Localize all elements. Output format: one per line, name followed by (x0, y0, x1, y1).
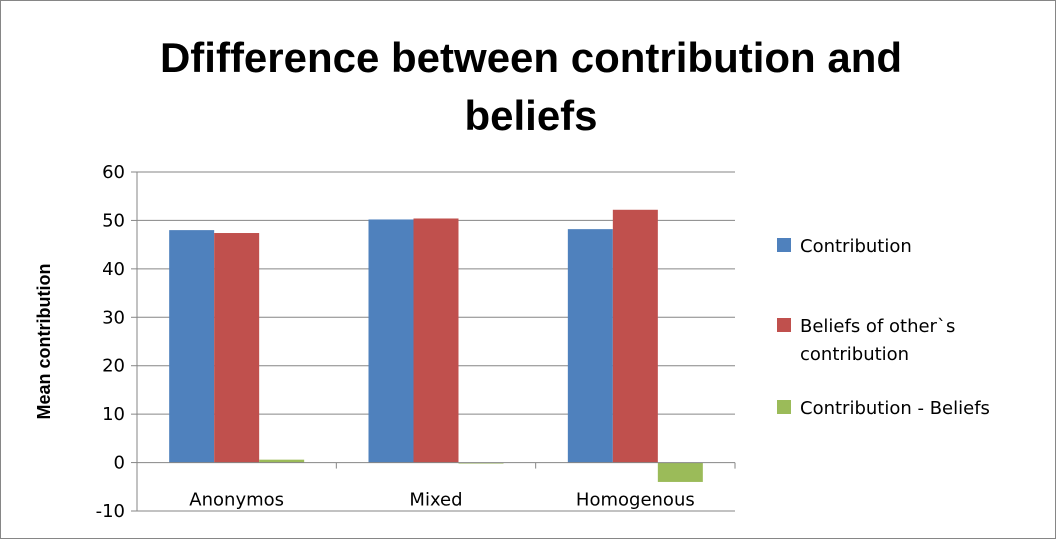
bar-mixed-series-1 (414, 218, 459, 462)
bar-homogenous-series-0 (568, 229, 613, 462)
bar-homogenous-series-1 (613, 210, 658, 463)
bar-homogenous-series-2 (658, 463, 703, 482)
y-tick-label-7: 60 (102, 162, 125, 183)
legend-label-1-line-0: Beliefs of other`s (800, 316, 955, 337)
bar-anonymos-series-0 (169, 230, 214, 462)
legend-label-0-line-0: Contribution (800, 236, 912, 257)
legend-swatch-1 (777, 318, 791, 332)
y-tick-label-4: 30 (102, 307, 125, 328)
y-tick-label-2: 10 (102, 404, 125, 425)
x-tick-label-0: Anonymos (189, 490, 284, 511)
legend-swatch-2 (777, 400, 791, 414)
x-tick-label-2: Homogenous (576, 490, 695, 511)
legend-swatch-0 (777, 238, 791, 252)
y-tick-label-1: 0 (114, 453, 125, 474)
y-axis-title: Mean contribution (34, 264, 54, 420)
legend-label-2-line-0: Contribution - Beliefs (800, 398, 990, 419)
y-tick-label-3: 20 (102, 356, 125, 377)
y-tick-label-5: 40 (102, 259, 125, 280)
x-tick-label-1: Mixed (409, 490, 462, 511)
y-tick-label-0: -10 (96, 501, 125, 522)
bar-mixed-series-0 (369, 219, 414, 462)
y-tick-label-6: 50 (102, 210, 125, 231)
legend-label-1-line-1: contribution (800, 344, 909, 365)
bar-anonymos-series-1 (214, 233, 259, 463)
